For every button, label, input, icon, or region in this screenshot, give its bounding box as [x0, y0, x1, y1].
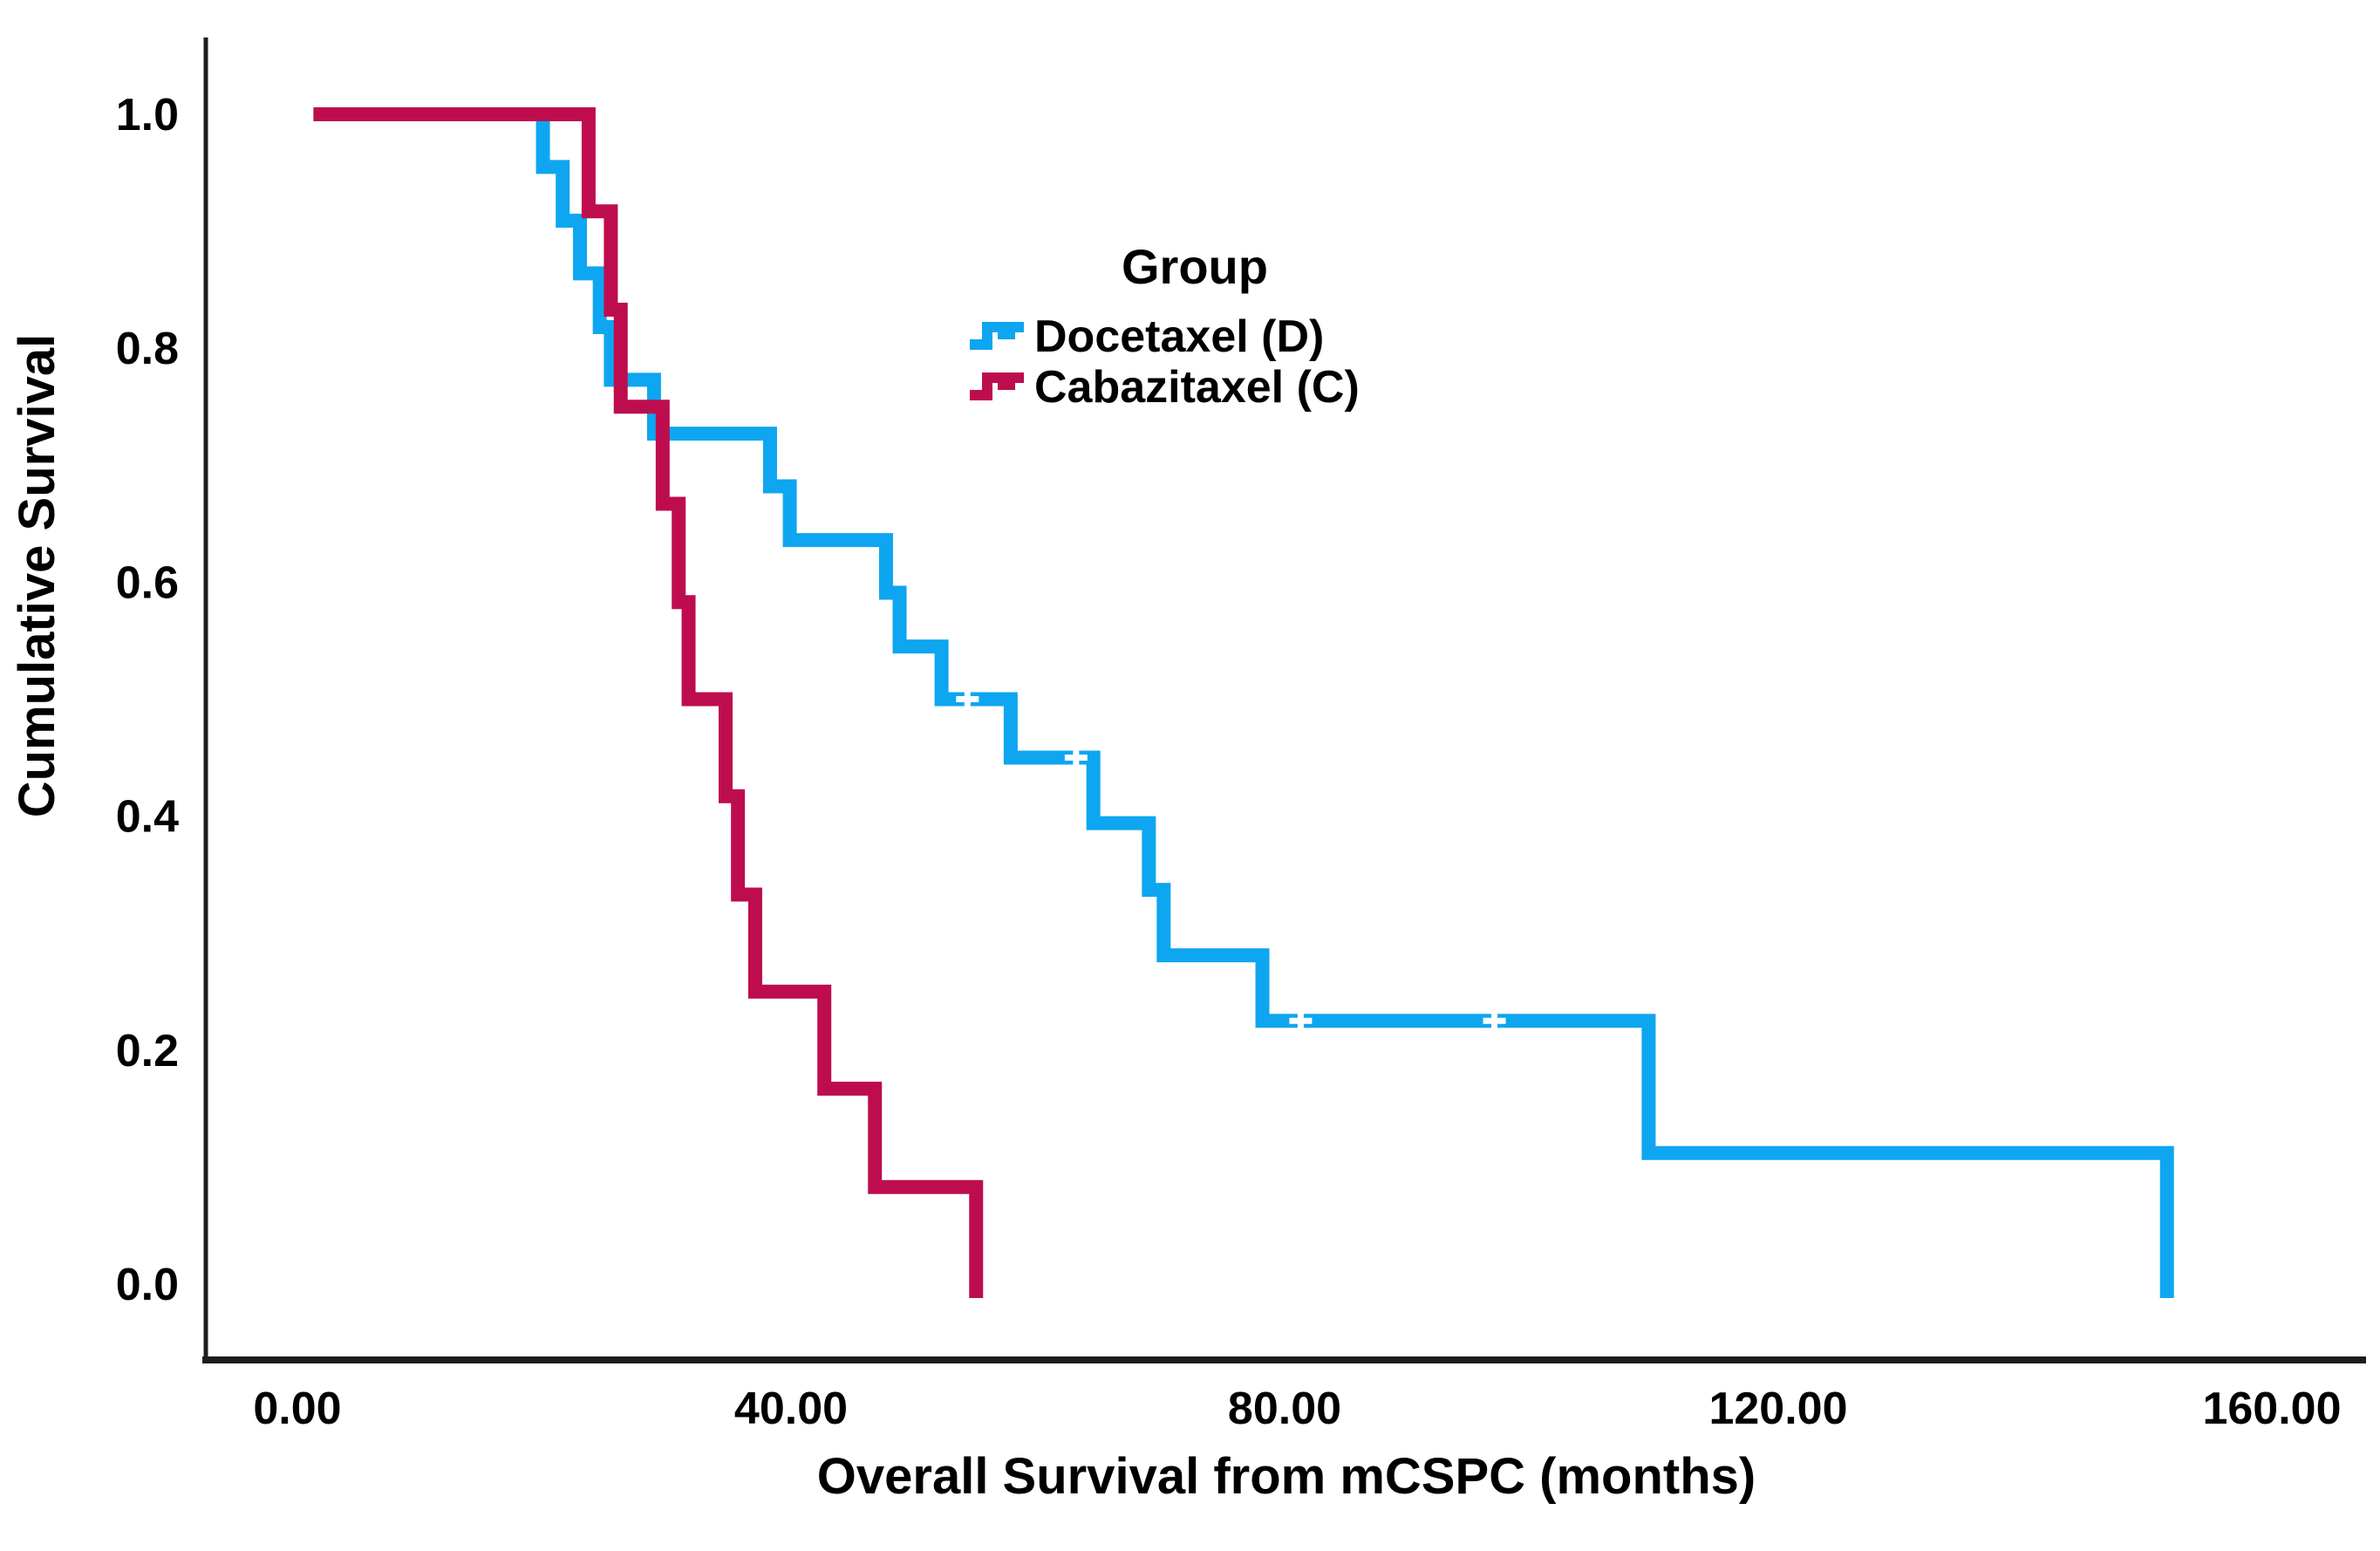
legend-items: Docetaxel (D)Cabazitaxel (C)	[970, 311, 1360, 413]
y-tick-label: 0.0	[116, 1260, 179, 1310]
y-tick-label: 0.4	[116, 792, 179, 843]
legend: Group Docetaxel (D)Cabazitaxel (C)	[970, 239, 1360, 413]
y-axis-title: Cumulative Survival	[9, 334, 65, 817]
x-tick-label: 160.00	[2202, 1384, 2341, 1434]
cabazitaxel-curve	[313, 107, 984, 1298]
x-tick-label: 120.00	[1708, 1384, 1847, 1434]
legend-item: Docetaxel (D)	[970, 311, 1324, 362]
x-tick-labels: 0.00 40.00 80.00 120.00 160.00	[253, 1384, 2341, 1434]
censor-mark	[1289, 1010, 1313, 1032]
censor-mark	[1483, 1010, 1506, 1032]
legend-item-label: Docetaxel (D)	[1034, 311, 1324, 362]
step-line-icon	[970, 322, 1024, 350]
y-tick-label: 0.8	[116, 324, 179, 374]
x-tick-label: 40.00	[734, 1384, 848, 1434]
survival-curves	[313, 107, 2174, 1298]
legend-item-label: Cabazitaxel (C)	[1034, 362, 1360, 413]
x-tick-label: 0.00	[253, 1384, 341, 1434]
legend-item: Cabazitaxel (C)	[970, 362, 1360, 413]
censor-mark	[956, 688, 979, 710]
x-tick-label: 80.00	[1228, 1384, 1341, 1434]
step-line-icon	[970, 372, 1024, 400]
censor-mark	[1064, 747, 1088, 769]
docetaxel-curve	[313, 107, 2174, 1298]
x-axis-title: Overall Survival from mCSPC (months)	[817, 1448, 1756, 1505]
legend-title: Group	[1122, 239, 1268, 294]
y-tick-label: 1.0	[116, 90, 179, 140]
y-tick-label: 0.2	[116, 1026, 179, 1076]
y-tick-label: 0.6	[116, 557, 179, 608]
y-tick-labels: 1.0 0.8 0.6 0.4 0.2 0.0	[116, 90, 179, 1310]
